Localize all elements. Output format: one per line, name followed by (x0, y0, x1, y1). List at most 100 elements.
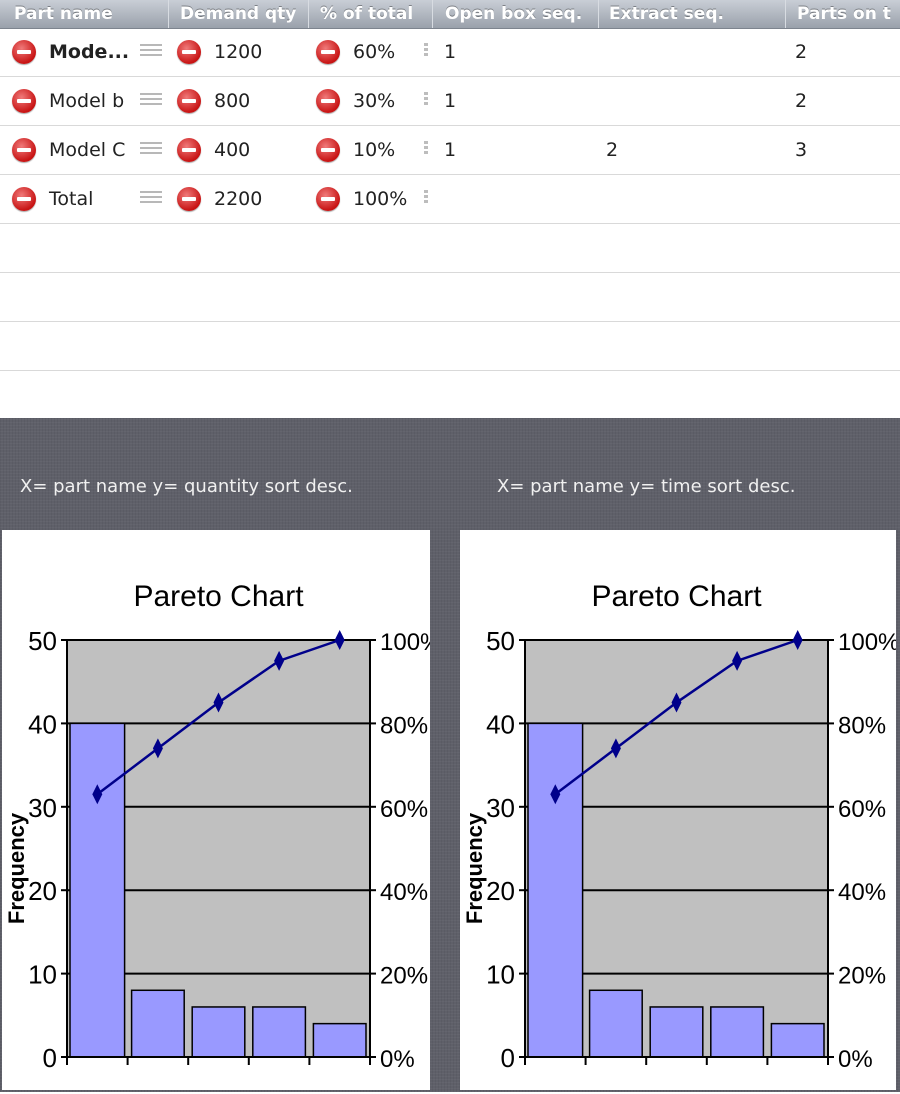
drag-handle-icon[interactable] (140, 142, 162, 158)
demand-qty-cell[interactable]: 1200 (214, 41, 263, 63)
header-demand-qty[interactable]: Demand qty (180, 4, 297, 24)
parts-on-cell[interactable]: 3 (795, 139, 808, 161)
y-axis-label: Frequency (462, 812, 487, 924)
demand-qty-cell[interactable]: 800 (214, 90, 251, 112)
delete-icon[interactable] (177, 40, 201, 64)
parts-on-cell[interactable]: 2 (795, 41, 808, 63)
header-extract-seq[interactable]: Extract seq. (609, 4, 724, 24)
y2-tick-label: 20% (380, 963, 428, 990)
cumulative-point (92, 784, 103, 805)
header-part-name[interactable]: Part name (14, 4, 113, 24)
delete-icon[interactable] (316, 89, 340, 113)
y-tick-label: 40 (486, 709, 515, 739)
open-box-seq-cell[interactable]: 1 (444, 139, 457, 161)
cumulative-point (671, 692, 682, 713)
cumulative-point (792, 630, 803, 650)
column-resize-icon[interactable] (424, 43, 428, 61)
cumulative-point (334, 630, 345, 650)
column-resize-icon[interactable] (424, 92, 428, 110)
percent-cell[interactable]: 60% (353, 41, 396, 63)
empty-row[interactable] (0, 224, 900, 273)
y-tick-label: 0 (501, 1043, 515, 1073)
y2-tick-label: 80% (838, 712, 886, 739)
part-name-cell[interactable]: Model b (49, 90, 125, 112)
header-divider (432, 0, 433, 28)
y-tick-label: 40 (28, 709, 57, 739)
column-resize-icon[interactable] (424, 190, 428, 208)
y-tick-label: 30 (28, 793, 57, 823)
cumulative-point (732, 650, 743, 671)
chart-title: Pareto Chart (591, 580, 762, 613)
table-row[interactable]: Mode... 1200 60% 1 2 (0, 28, 900, 77)
pareto-chart-svg: 0 10 20 30 40 50 0% 20% 40% 60% 80% 100% Pareto Char… (462, 580, 899, 1073)
table-header: Part name Demand qty % of total Open box… (0, 0, 900, 29)
bar (69, 722, 126, 1058)
bar (770, 1022, 825, 1058)
y-tick-label: 10 (486, 960, 515, 990)
delete-icon[interactable] (177, 187, 201, 211)
header-open-box-seq[interactable]: Open box seq. (445, 4, 583, 24)
y2-tick-label: 40% (380, 879, 428, 906)
delete-icon[interactable] (12, 40, 36, 64)
part-name-cell[interactable]: Total (49, 188, 94, 210)
part-name-cell[interactable]: Model C (49, 139, 126, 161)
pareto-chart-right: 0 10 20 30 40 50 0% 20% 40% 60% 80% 100% Pareto Char… (460, 530, 899, 1090)
drag-handle-icon[interactable] (140, 191, 162, 207)
cumulative-point (610, 738, 621, 759)
bar (649, 1006, 704, 1058)
parts-on-cell[interactable]: 2 (795, 90, 808, 112)
column-resize-icon[interactable] (424, 141, 428, 159)
header-divider (308, 0, 309, 28)
header-percent-total[interactable]: % of total (320, 4, 414, 24)
table-row[interactable]: Total 2200 100% (0, 175, 900, 224)
chart-title: Pareto Chart (133, 580, 304, 613)
delete-icon[interactable] (12, 187, 36, 211)
bar (312, 1022, 367, 1058)
y-axis-label: Frequency (4, 812, 29, 924)
delete-icon[interactable] (316, 40, 340, 64)
y-tick-label: 0 (43, 1043, 57, 1073)
cumulative-point (213, 692, 224, 713)
y-tick-label: 10 (28, 960, 57, 990)
bar (588, 989, 643, 1058)
drag-handle-icon[interactable] (140, 44, 162, 60)
header-divider (168, 0, 169, 28)
bar (252, 1006, 307, 1058)
y2-tick-label: 60% (380, 796, 428, 823)
cumulative-point (550, 784, 561, 805)
y2-tick-label: 100% (838, 629, 896, 656)
bar (527, 722, 584, 1058)
y-tick-label: 50 (486, 626, 515, 656)
right-chart-caption: X= part name y= time sort desc. (497, 476, 796, 497)
y2-tick-label: 100% (380, 629, 430, 656)
header-parts-on[interactable]: Parts on t (797, 4, 891, 24)
open-box-seq-cell[interactable]: 1 (444, 41, 457, 63)
delete-icon[interactable] (12, 138, 36, 162)
delete-icon[interactable] (316, 138, 340, 162)
extract-seq-cell[interactable]: 2 (606, 139, 619, 161)
part-name-cell[interactable]: Mode... (49, 41, 130, 63)
table-row[interactable]: Model b 800 30% 1 2 (0, 77, 900, 126)
delete-icon[interactable] (177, 89, 201, 113)
left-chart-caption: X= part name y= quantity sort desc. (20, 476, 353, 497)
empty-row[interactable] (0, 322, 900, 371)
y2-tick-label: 80% (380, 712, 428, 739)
y-tick-label: 50 (28, 626, 57, 656)
open-box-seq-cell[interactable]: 1 (444, 90, 457, 112)
header-divider (598, 0, 599, 28)
table-row[interactable]: Model C 400 10% 1 2 3 (0, 126, 900, 175)
delete-icon[interactable] (177, 138, 201, 162)
delete-icon[interactable] (316, 187, 340, 211)
demand-qty-cell[interactable]: 2200 (214, 188, 263, 210)
drag-handle-icon[interactable] (140, 93, 162, 109)
empty-row[interactable] (0, 273, 900, 322)
y2-tick-label: 0% (838, 1046, 873, 1073)
percent-cell[interactable]: 10% (353, 139, 396, 161)
y2-tick-label: 0% (380, 1046, 415, 1073)
demand-qty-cell[interactable]: 400 (214, 139, 251, 161)
percent-cell[interactable]: 100% (353, 188, 408, 210)
percent-cell[interactable]: 30% (353, 90, 396, 112)
y-tick-label: 30 (486, 793, 515, 823)
delete-icon[interactable] (12, 89, 36, 113)
pareto-chart-left: 0 10 20 30 40 50 0% 20% 40% 60% 80% 100% Pareto Char… (2, 530, 441, 1090)
